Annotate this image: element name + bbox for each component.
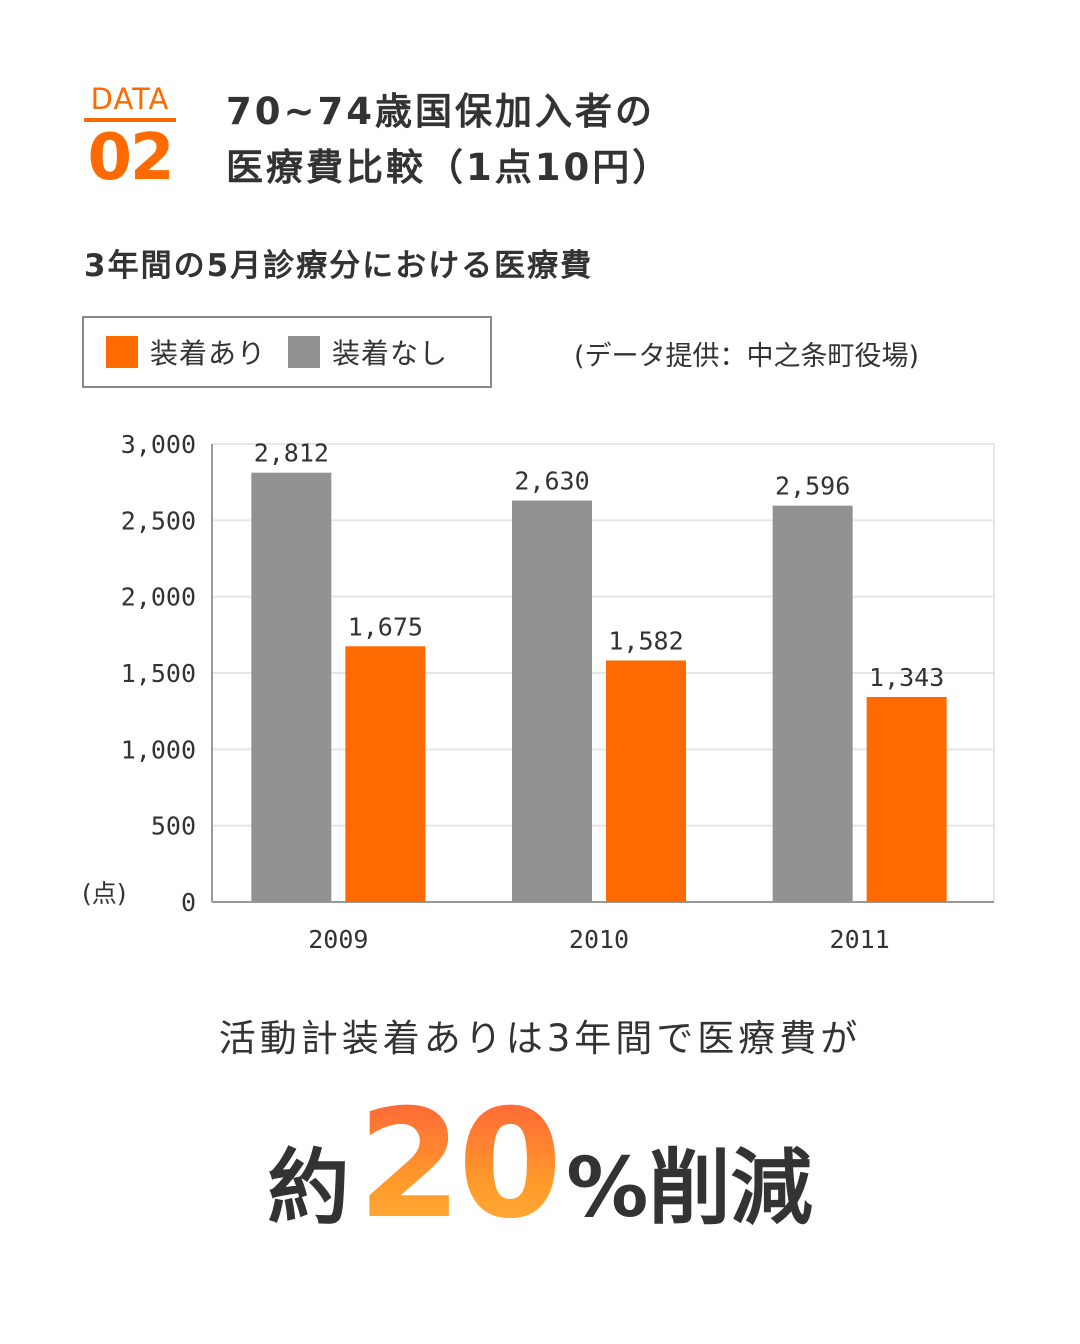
- chart-subtitle: 3年間の5月診療分における医療費: [84, 248, 594, 284]
- y-tick-label: 2,500: [121, 506, 196, 535]
- reduction-headline: 約20%削減: [0, 1080, 1080, 1250]
- value-label: 1,343: [869, 663, 944, 692]
- bar-with-device-2009: [345, 646, 426, 902]
- legend-item-without-device: 装着なし: [288, 332, 448, 372]
- y-tick-label: 500: [151, 812, 196, 841]
- chart-labels: 0 500 1,000 1,500 2,000 2,500 3,000 (点) 2,812 1,6…: [82, 430, 944, 954]
- badge-divider: [84, 118, 176, 122]
- legend-swatch-gray: [288, 336, 321, 368]
- badge-number: 02: [87, 121, 174, 195]
- x-tick-label: 2011: [830, 925, 890, 954]
- title-line-1: 70~74歳国保加入者の: [226, 90, 655, 133]
- chart-bars: [251, 472, 947, 902]
- y-tick-label: 2,000: [121, 583, 196, 612]
- value-label: 2,812: [254, 439, 329, 468]
- chart-gridlines: [211, 443, 995, 903]
- value-label: 2,630: [514, 466, 589, 495]
- y-unit-label: (点): [82, 879, 127, 908]
- title-line-2: 医療費比較（1点10円）: [226, 146, 673, 189]
- x-tick-label: 2010: [569, 925, 629, 954]
- data-source-note: (データ提供：中之条町役場): [574, 341, 920, 372]
- headline-percentage: 20: [357, 1078, 563, 1252]
- x-tick-label: 2009: [308, 925, 368, 954]
- legend: 装着あり 装着なし: [82, 316, 492, 388]
- value-label: 2,596: [775, 472, 850, 501]
- y-tick-label: 1,500: [121, 659, 196, 688]
- summary-caption: 活動計装着ありは3年間で医療費が: [218, 1017, 862, 1060]
- value-label: 1,675: [348, 612, 423, 641]
- headline-suffix: %削減: [566, 1141, 813, 1236]
- legend-item-with-device: 装着あり: [106, 332, 266, 372]
- legend-swatch-orange: [106, 336, 138, 368]
- headline-prefix: 約: [267, 1141, 350, 1236]
- y-tick-label: 3,000: [121, 430, 196, 459]
- bar-without-device-2011: [772, 505, 853, 902]
- legend-label-with-device: 装着あり: [150, 337, 267, 370]
- bar-without-device-2010: [512, 500, 592, 902]
- bar-without-device-2009: [251, 472, 332, 902]
- data-badge: DATA 02: [80, 82, 180, 194]
- bar-with-device-2011: [866, 696, 947, 902]
- chart-title: 70~74歳国保加入者の 医療費比較（1点10円）: [226, 84, 672, 196]
- y-tick-label: 1,000: [121, 735, 196, 764]
- badge-label: DATA: [90, 82, 170, 116]
- legend-label-without-device: 装着なし: [332, 337, 449, 370]
- bar-with-device-2010: [606, 660, 686, 902]
- value-label: 1,582: [608, 626, 683, 655]
- y-tick-label: 0: [181, 888, 196, 917]
- bar-chart: 0 500 1,000 1,500 2,000 2,500 3,000 (点) 2,812 1,6…: [82, 430, 995, 954]
